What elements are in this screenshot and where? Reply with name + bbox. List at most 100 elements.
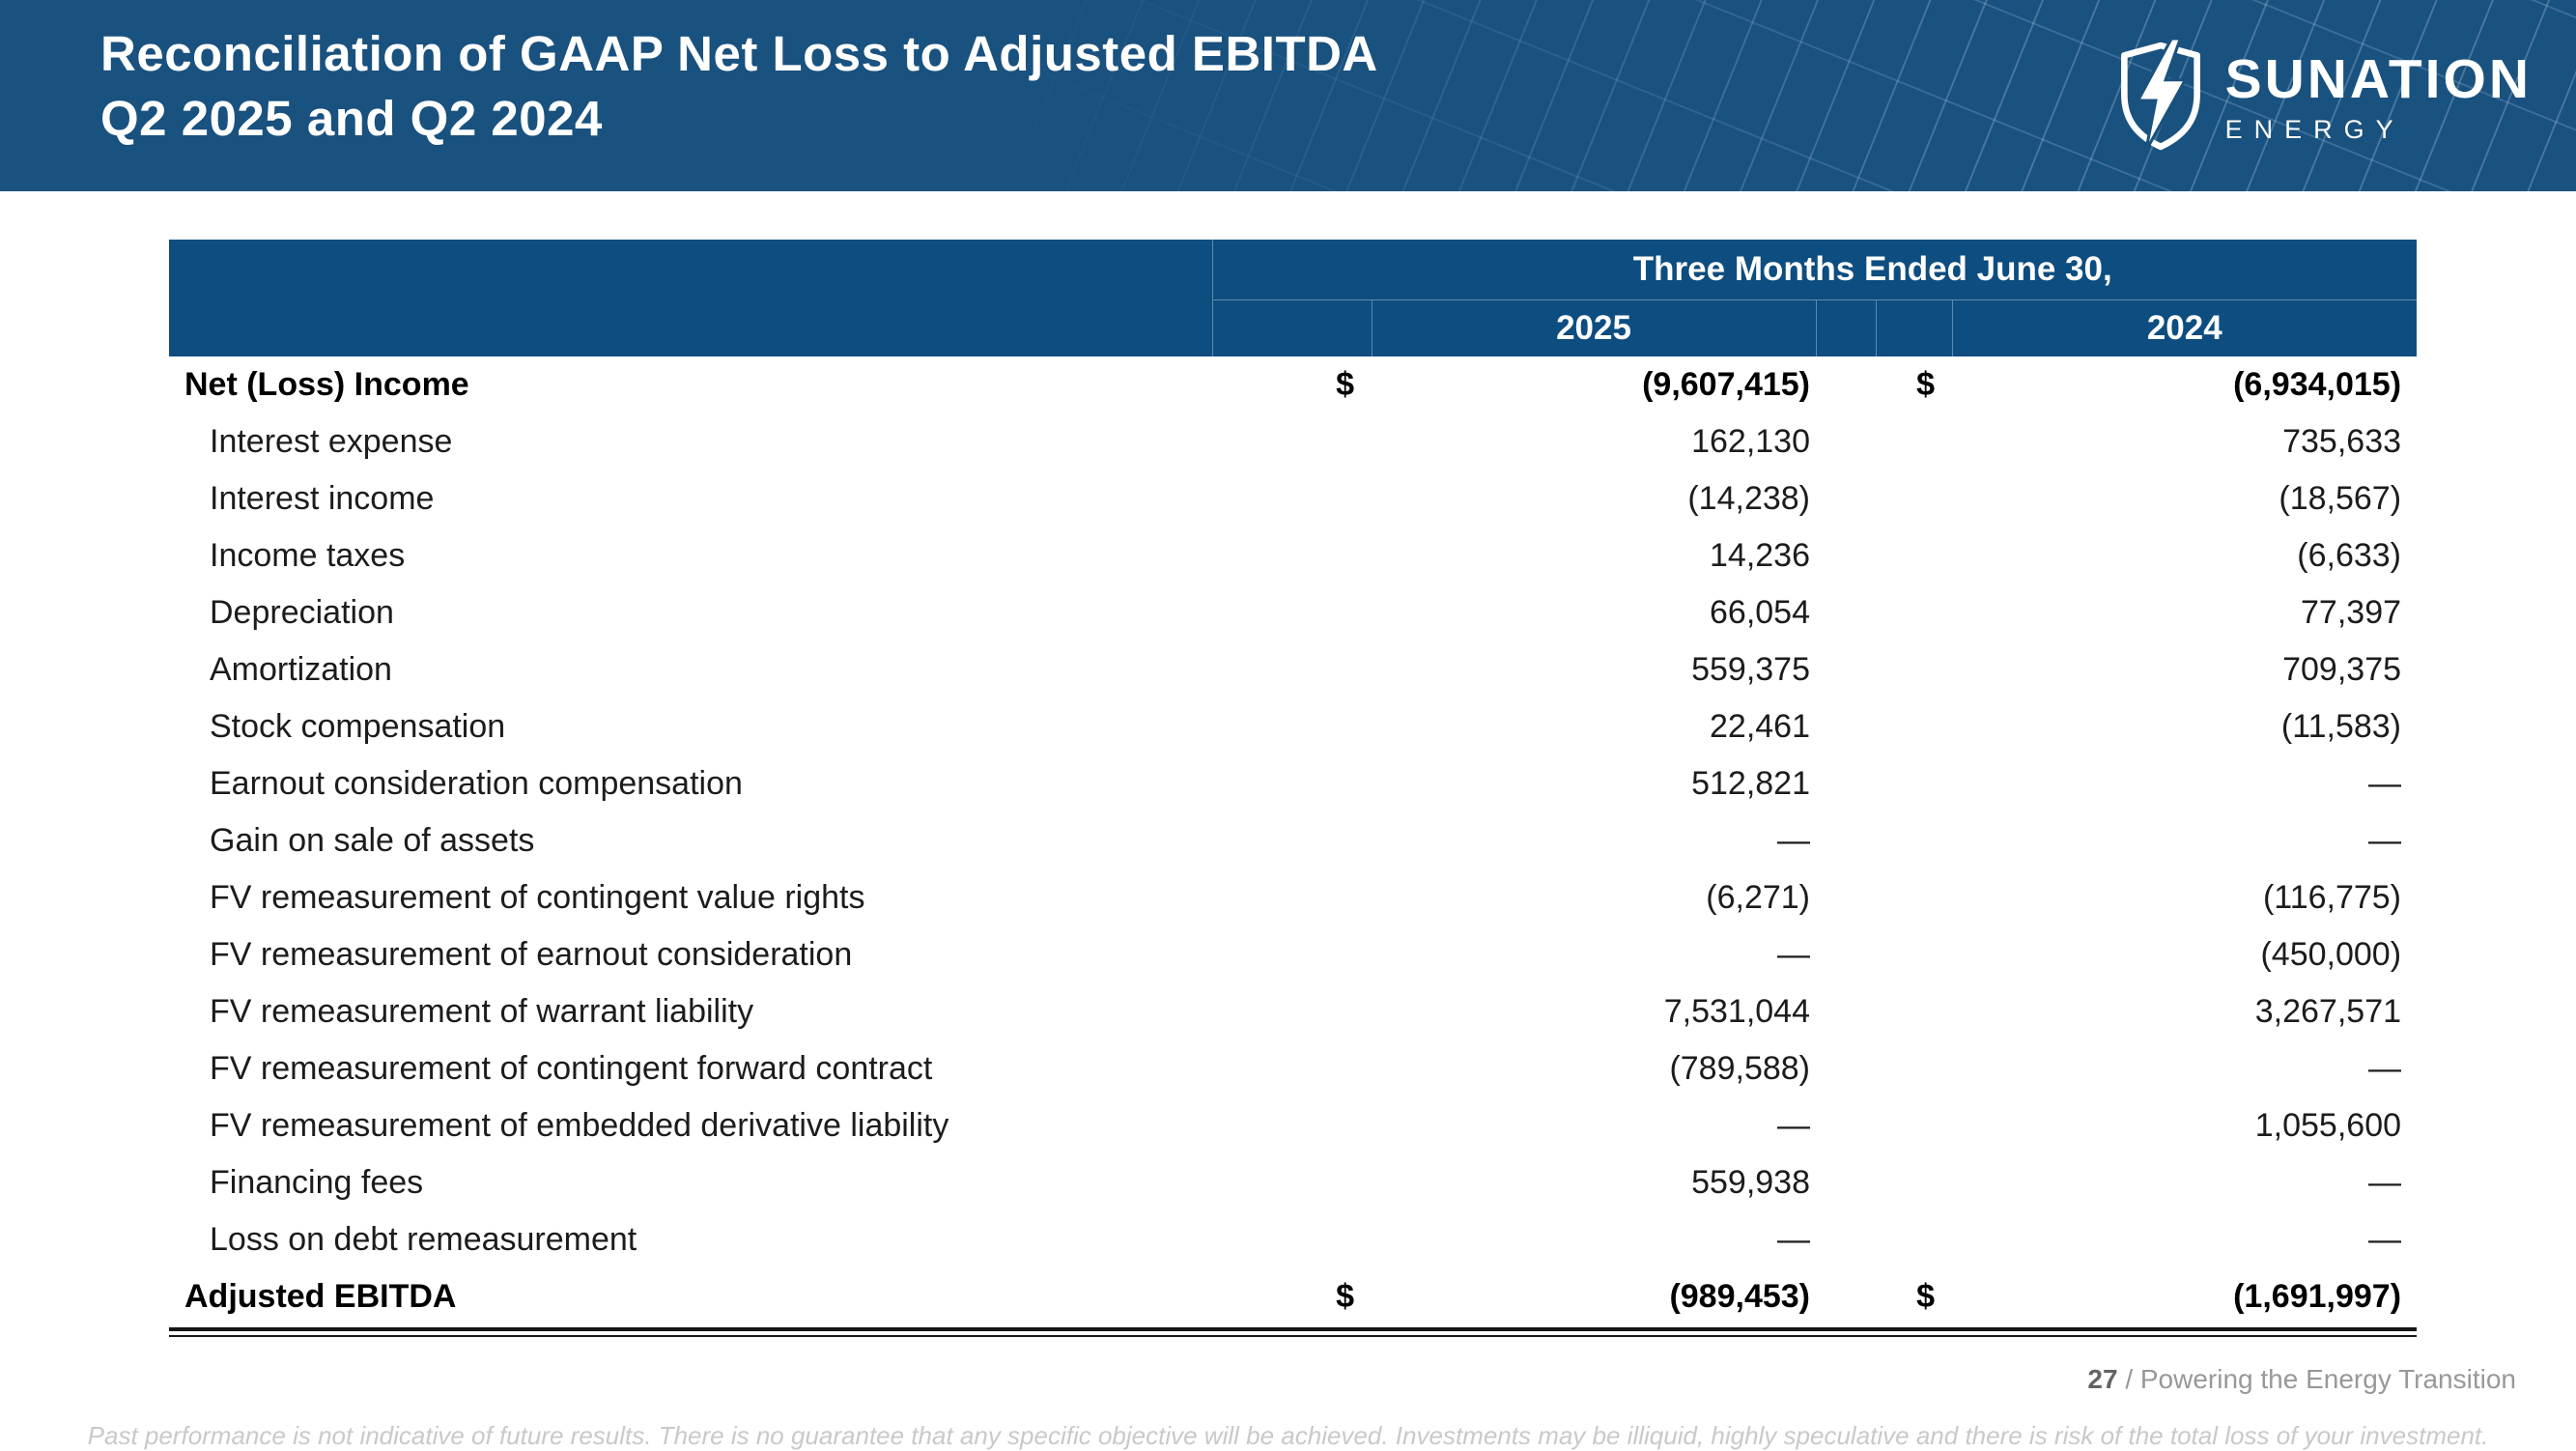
- row-label: Stock compensation: [210, 708, 506, 745]
- gap-cell: [1816, 1040, 1876, 1097]
- table-body: Net (Loss) Income $ (9,607,415) $ (6,934…: [169, 356, 2417, 1325]
- gap-cell: [1816, 983, 1876, 1040]
- table-row: FV remeasurement of contingent value rig…: [169, 869, 2417, 926]
- dollar-sign-2024: [1876, 755, 1952, 812]
- page-footer: 27 / Powering the Energy Transition: [2087, 1364, 2516, 1395]
- gap-cell: [1816, 527, 1876, 584]
- gap-column-header: [1815, 299, 1876, 356]
- table-row: Gain on sale of assets — —: [169, 812, 2417, 869]
- row-label: Depreciation: [210, 594, 394, 631]
- dollar-sign-2025: [1212, 470, 1372, 527]
- row-label: FV remeasurement of earnout consideratio…: [210, 936, 853, 973]
- reconciliation-table: Three Months Ended June 30, 2025 2024 Ne…: [169, 240, 2418, 1325]
- dollar-sign-2025: [1212, 641, 1372, 698]
- value-2025: 559,938: [1691, 1164, 1810, 1201]
- table-row: Amortization 559,375 709,375: [169, 641, 2417, 698]
- value-2025: —: [1777, 1221, 1810, 1258]
- dollar-sign-2024: $: [1916, 1278, 1935, 1315]
- table-row: Adjusted EBITDA $ (989,453) $ (1,691,997…: [169, 1268, 2417, 1325]
- value-2024: 1,055,600: [2254, 1107, 2402, 1144]
- value-2025: 14,236: [1710, 537, 1810, 574]
- table-row: Interest expense 162,130 735,633: [169, 413, 2417, 470]
- dollar-sign-2024: [1876, 413, 1952, 470]
- gap-cell: [1816, 413, 1876, 470]
- gap-cell: [1816, 698, 1876, 755]
- value-2025: 66,054: [1710, 594, 1810, 631]
- row-label: Net (Loss) Income: [184, 366, 469, 403]
- dollar-sign-2025: [1212, 755, 1372, 812]
- table-row: Depreciation 66,054 77,397: [169, 584, 2417, 641]
- label-column-header: [169, 240, 1212, 356]
- slide-title-line2: Q2 2025 and Q2 2024: [100, 91, 603, 147]
- value-2025: (14,238): [1687, 480, 1810, 517]
- gap-cell: [1816, 641, 1876, 698]
- gap-cell: [1816, 356, 1876, 413]
- value-2024: (450,000): [2260, 936, 2402, 973]
- header-banner: Reconciliation of GAAP Net Loss to Adjus…: [0, 0, 2576, 191]
- row-label: Earnout consideration compensation: [210, 765, 743, 802]
- value-2024: (1,691,997): [2233, 1278, 2402, 1315]
- page-number: 27: [2087, 1364, 2118, 1394]
- gap-cell: [1816, 1154, 1876, 1211]
- period-header: Three Months Ended June 30,: [1211, 240, 2418, 300]
- dollar-sign-2025: [1212, 1097, 1372, 1154]
- table-bottom-rule: [169, 1327, 2417, 1337]
- gap-cell: [1816, 926, 1876, 983]
- value-2025: 22,461: [1710, 708, 1810, 745]
- value-2024: —: [2368, 1221, 2402, 1258]
- dollar-sign-2025: [1212, 1211, 1372, 1268]
- dollar-sign-2025: [1212, 698, 1372, 755]
- gap-cell: [1816, 1211, 1876, 1268]
- dollar-sign-2024: [1876, 926, 1952, 983]
- table-row: FV remeasurement of embedded derivative …: [169, 1097, 2417, 1154]
- value-2024: —: [2368, 822, 2402, 859]
- dollar-sign-2024: [1876, 983, 1952, 1040]
- value-2025: —: [1777, 936, 1810, 973]
- dollar-sign-2024: [1876, 812, 1952, 869]
- value-2024: (11,583): [2280, 708, 2402, 745]
- dollar-sign-2024: $: [1916, 366, 1935, 403]
- value-2024: 709,375: [2282, 651, 2402, 688]
- value-2025: —: [1777, 1107, 1810, 1144]
- dollar-sign-2025: [1212, 983, 1372, 1040]
- value-2025: 559,375: [1691, 651, 1810, 688]
- value-2024: 735,633: [2282, 423, 2402, 460]
- value-2025: (789,588): [1669, 1050, 1810, 1087]
- table-row: Financing fees 559,938 —: [169, 1154, 2417, 1211]
- value-2024: 77,397: [2301, 594, 2402, 631]
- dollar-sign-2025: $: [1336, 366, 1354, 403]
- dollar-column-header-2024: [1875, 299, 1952, 356]
- year-header-2025: 2025: [1371, 299, 1816, 356]
- dollar-sign-2024: [1876, 1211, 1952, 1268]
- row-label: Interest expense: [210, 423, 453, 460]
- row-label: Loss on debt remeasurement: [210, 1221, 637, 1258]
- dollar-sign-2025: [1212, 812, 1372, 869]
- value-2024: 3,267,571: [2254, 993, 2402, 1030]
- table-row: Loss on debt remeasurement — —: [169, 1211, 2417, 1268]
- logo-brand-name: SUNATION: [2224, 47, 2532, 110]
- table-row: FV remeasurement of contingent forward c…: [169, 1040, 2417, 1097]
- row-label: FV remeasurement of contingent forward c…: [210, 1050, 933, 1087]
- row-label: Amortization: [210, 651, 392, 688]
- table-row: FV remeasurement of earnout consideratio…: [169, 926, 2417, 983]
- footer-tagline: / Powering the Energy Transition: [2117, 1364, 2516, 1394]
- logo-brand-sub: ENERGY: [2224, 114, 2405, 144]
- row-label: Financing fees: [210, 1164, 424, 1201]
- gap-cell: [1816, 812, 1876, 869]
- value-2025: (989,453): [1669, 1278, 1810, 1315]
- table-row: Income taxes 14,236 (6,633): [169, 527, 2417, 584]
- dollar-sign-2024: [1876, 1040, 1952, 1097]
- dollar-sign-2025: [1212, 1040, 1372, 1097]
- table-header: Three Months Ended June 30, 2025 2024: [169, 240, 2418, 356]
- dollar-sign-2024: [1876, 470, 1952, 527]
- gap-cell: [1816, 1097, 1876, 1154]
- value-2025: 7,531,044: [1663, 993, 1810, 1030]
- dollar-sign-2024: [1876, 1154, 1952, 1211]
- dollar-sign-2024: [1876, 584, 1952, 641]
- row-label: FV remeasurement of warrant liability: [210, 993, 754, 1030]
- gap-cell: [1816, 1268, 1876, 1325]
- dollar-sign-2025: [1212, 869, 1372, 926]
- row-label: Gain on sale of assets: [210, 822, 535, 859]
- dollar-sign-2025: [1212, 527, 1372, 584]
- dollar-sign-2024: [1876, 869, 1952, 926]
